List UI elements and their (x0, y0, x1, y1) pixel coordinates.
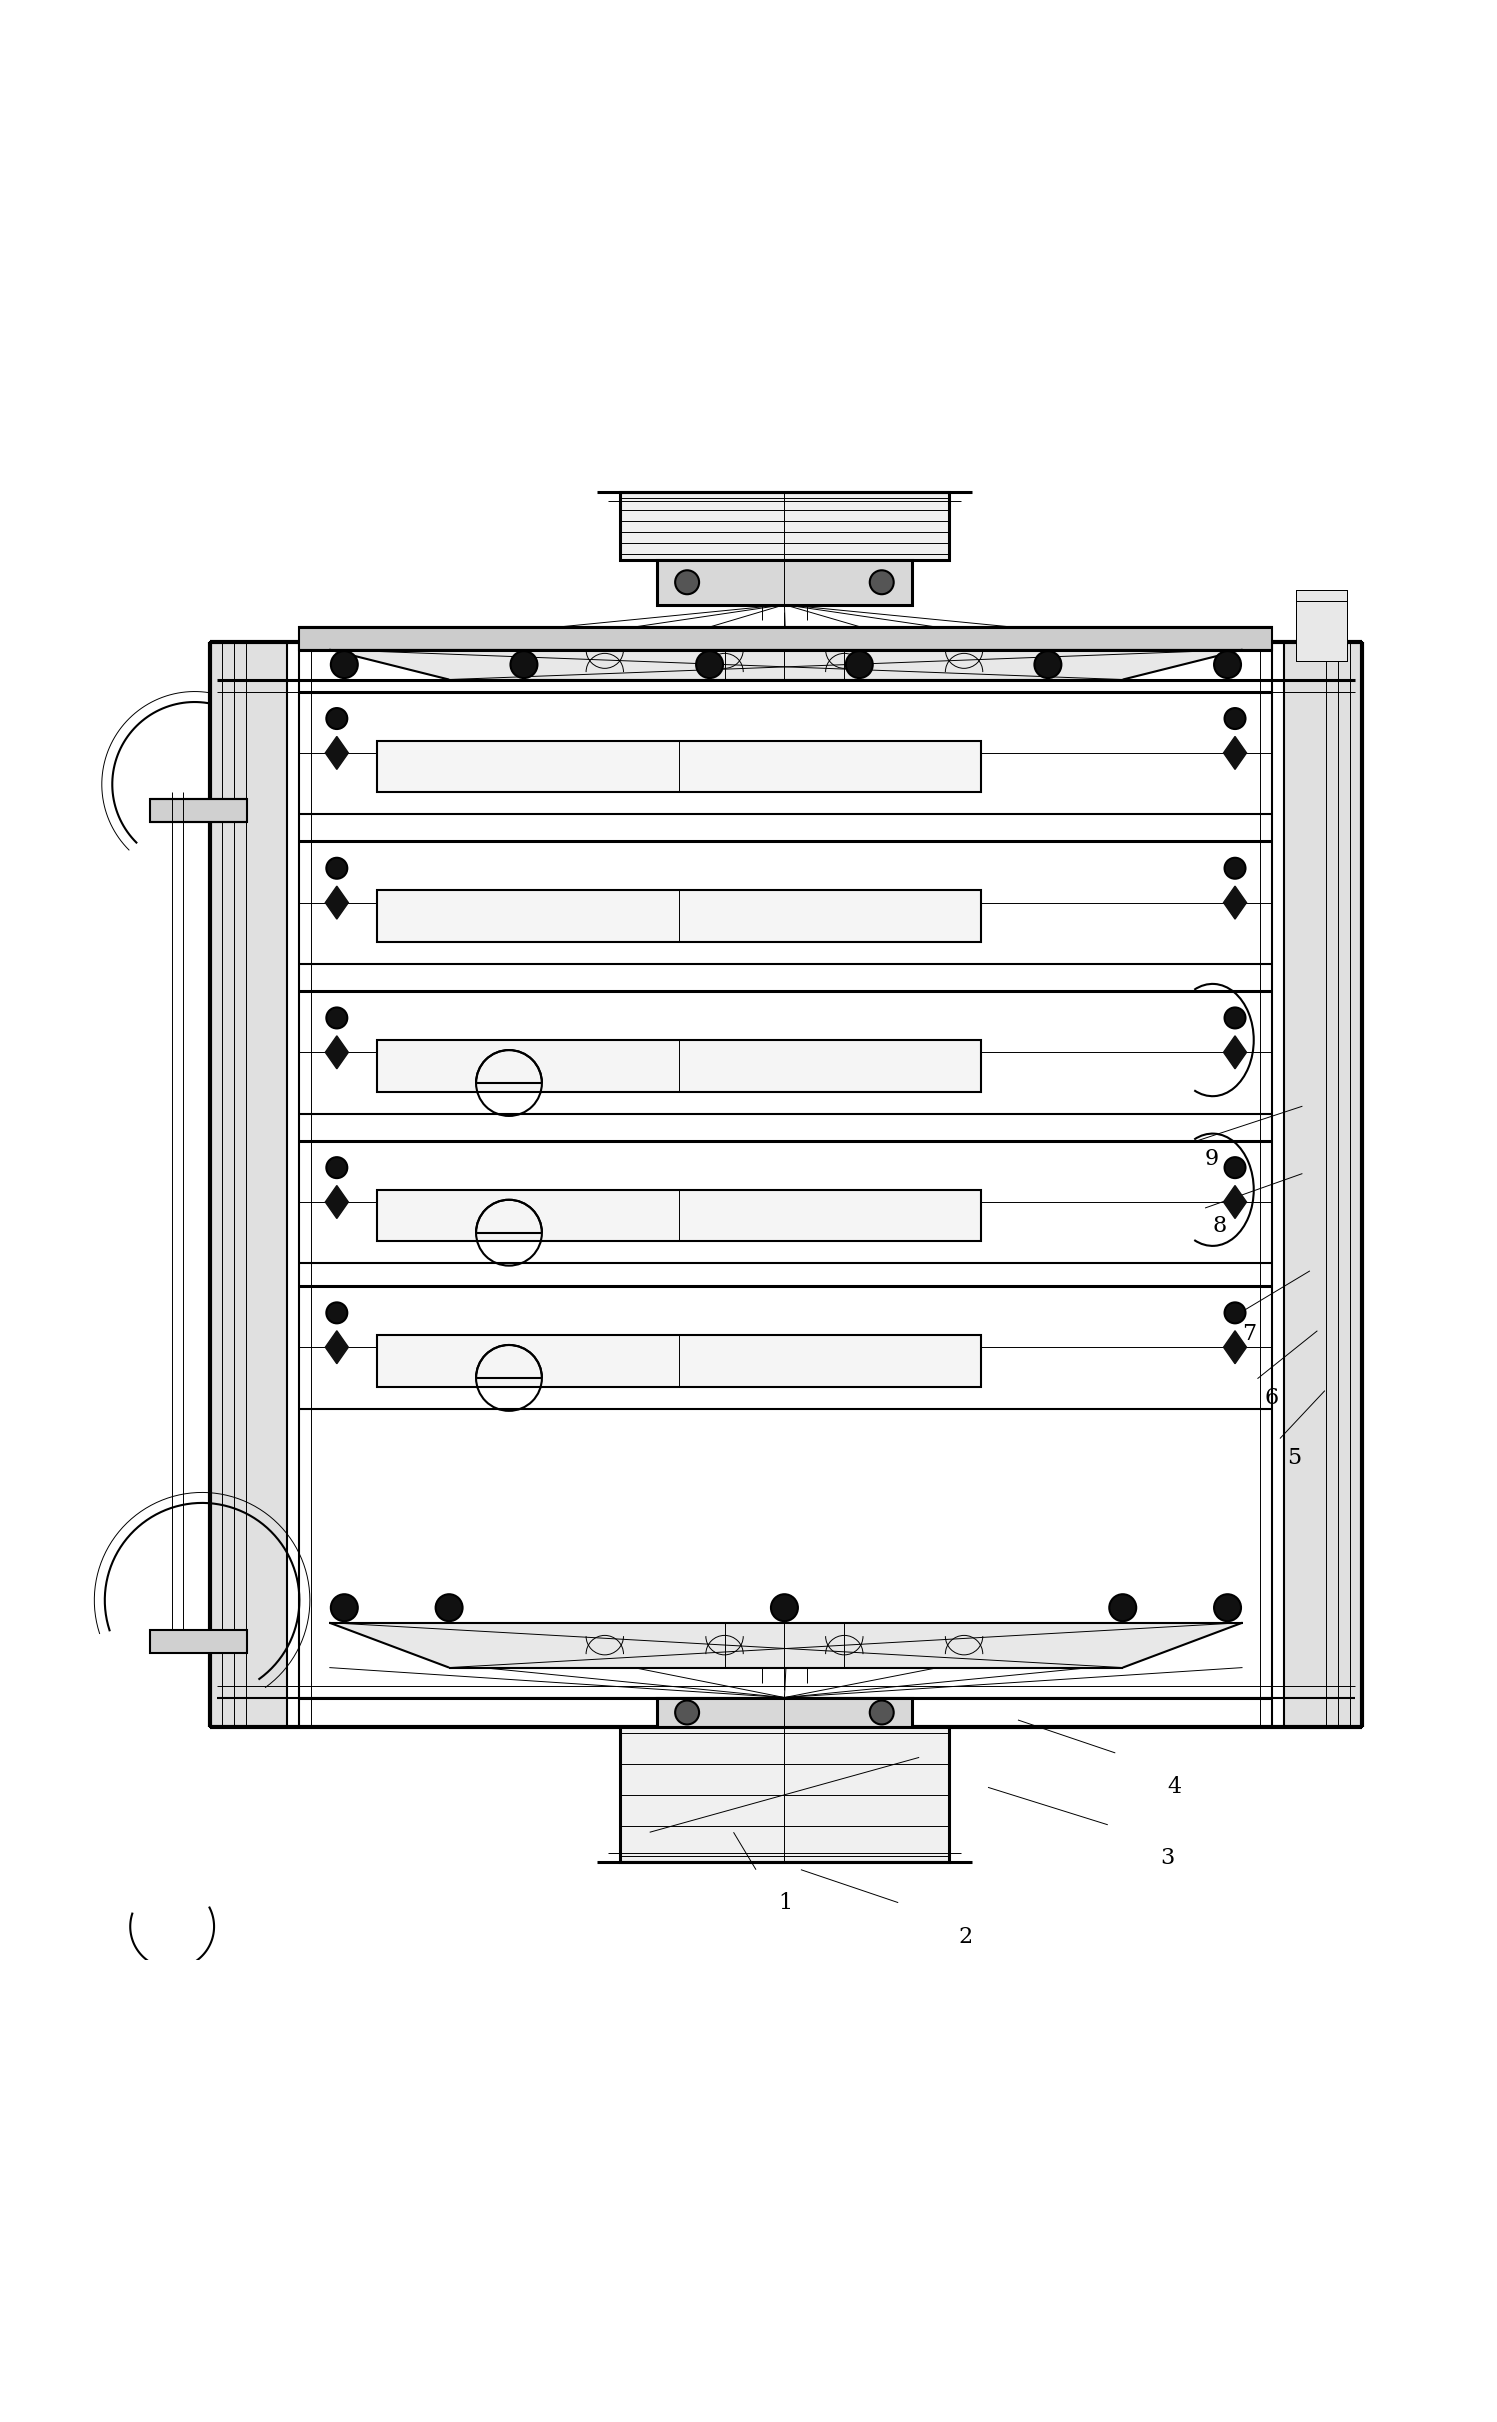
Circle shape (1225, 1008, 1246, 1029)
Bar (377, 1189, 981, 1242)
Polygon shape (325, 1184, 349, 1218)
Polygon shape (325, 736, 349, 770)
Bar (150, 799, 247, 821)
Bar (620, 492, 949, 559)
Circle shape (675, 1700, 699, 1724)
Circle shape (1225, 1158, 1246, 1177)
Circle shape (1214, 652, 1241, 678)
Bar (210, 642, 287, 1727)
Circle shape (870, 569, 894, 593)
Bar (377, 741, 981, 792)
Text: 5: 5 (1287, 1446, 1301, 1470)
Bar (1284, 642, 1362, 1727)
Bar (210, 642, 287, 1727)
Circle shape (510, 652, 537, 678)
Circle shape (326, 857, 347, 879)
Text: 1: 1 (778, 1892, 792, 1913)
Polygon shape (1223, 1184, 1247, 1218)
Bar (150, 1630, 247, 1652)
Polygon shape (325, 1037, 349, 1068)
Circle shape (675, 569, 699, 593)
Polygon shape (325, 886, 349, 918)
Bar (620, 1727, 949, 1863)
Polygon shape (329, 1623, 1243, 1669)
Circle shape (331, 652, 358, 678)
Circle shape (326, 1158, 347, 1177)
Polygon shape (1223, 1037, 1247, 1068)
Polygon shape (1223, 736, 1247, 770)
Circle shape (1225, 857, 1246, 879)
Polygon shape (1223, 886, 1247, 918)
Text: 3: 3 (1160, 1846, 1175, 1870)
Text: 9: 9 (1205, 1148, 1219, 1170)
Bar (657, 1698, 912, 1727)
Circle shape (436, 1594, 463, 1620)
Bar (377, 1335, 981, 1385)
Text: 4: 4 (1168, 1775, 1181, 1800)
Text: 2: 2 (958, 1925, 972, 1947)
Bar (377, 1039, 981, 1092)
Bar (657, 559, 912, 606)
Text: 8: 8 (1213, 1216, 1228, 1238)
Circle shape (1214, 1594, 1241, 1620)
Circle shape (331, 1594, 358, 1620)
Circle shape (771, 1594, 798, 1620)
Bar (377, 891, 981, 942)
Circle shape (326, 707, 347, 729)
Bar (1296, 589, 1347, 649)
Bar (1296, 601, 1347, 661)
Circle shape (696, 652, 723, 678)
Bar (1296, 589, 1347, 649)
Bar (657, 1698, 912, 1727)
Circle shape (326, 1303, 347, 1322)
Circle shape (1225, 1303, 1246, 1322)
Text: 7: 7 (1243, 1322, 1256, 1344)
Bar (620, 1727, 949, 1863)
Circle shape (1225, 707, 1246, 729)
Polygon shape (329, 649, 1243, 681)
Bar (620, 492, 949, 559)
Bar (1284, 642, 1362, 1727)
Bar (657, 559, 912, 606)
Circle shape (326, 1008, 347, 1029)
Circle shape (846, 652, 873, 678)
Text: 6: 6 (1265, 1388, 1278, 1410)
Bar (299, 627, 1272, 649)
Circle shape (1034, 652, 1061, 678)
Polygon shape (325, 1330, 349, 1364)
Polygon shape (1223, 1330, 1247, 1364)
Circle shape (1109, 1594, 1136, 1620)
Bar (1296, 601, 1347, 661)
Circle shape (870, 1700, 894, 1724)
